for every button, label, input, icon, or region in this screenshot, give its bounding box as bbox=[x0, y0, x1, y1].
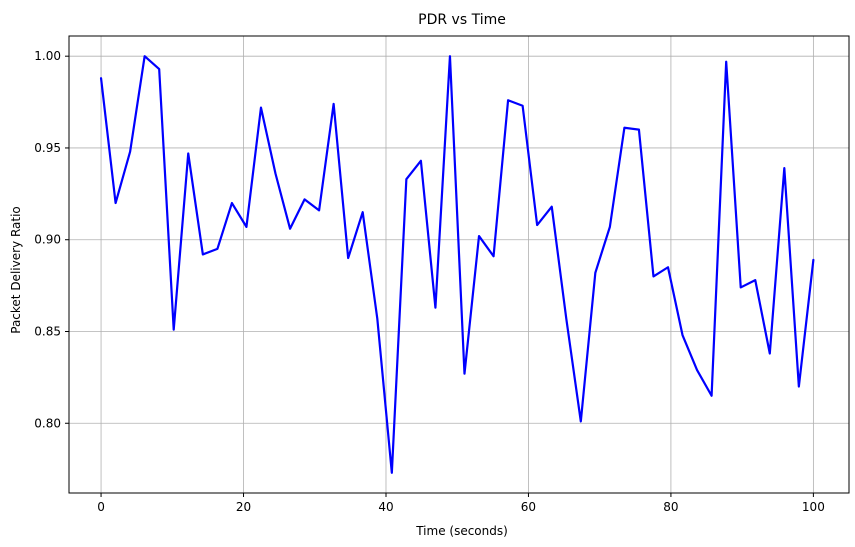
grid bbox=[69, 36, 849, 493]
plot-frame bbox=[68, 35, 850, 494]
series-layer bbox=[99, 55, 815, 474]
x-tick-label: 60 bbox=[521, 500, 536, 514]
y-tick-label: 0.90 bbox=[34, 233, 61, 247]
y-tick-label: 0.85 bbox=[34, 324, 61, 338]
x-tick-label: 40 bbox=[378, 500, 393, 514]
y-axis-label: Packet Delivery Ratio bbox=[9, 206, 23, 334]
chart-title: PDR vs Time bbox=[418, 12, 506, 28]
x-tick-label: 20 bbox=[236, 500, 251, 514]
y-tick-label: 1.00 bbox=[34, 49, 61, 63]
y-tick-label: 0.80 bbox=[34, 416, 61, 430]
x-tick-label: 100 bbox=[802, 500, 825, 514]
y-tick-label: 0.95 bbox=[34, 141, 61, 155]
y-ticks: 0.80 0.85 0.90 0.95 1.00 bbox=[34, 49, 69, 430]
x-ticks: 0 20 40 60 80 100 bbox=[97, 493, 825, 514]
x-tick-label: 0 bbox=[97, 500, 105, 514]
pdr-series-line bbox=[99, 55, 815, 474]
x-tick-label: 80 bbox=[663, 500, 678, 514]
x-axis-label: Time (seconds) bbox=[415, 524, 508, 538]
